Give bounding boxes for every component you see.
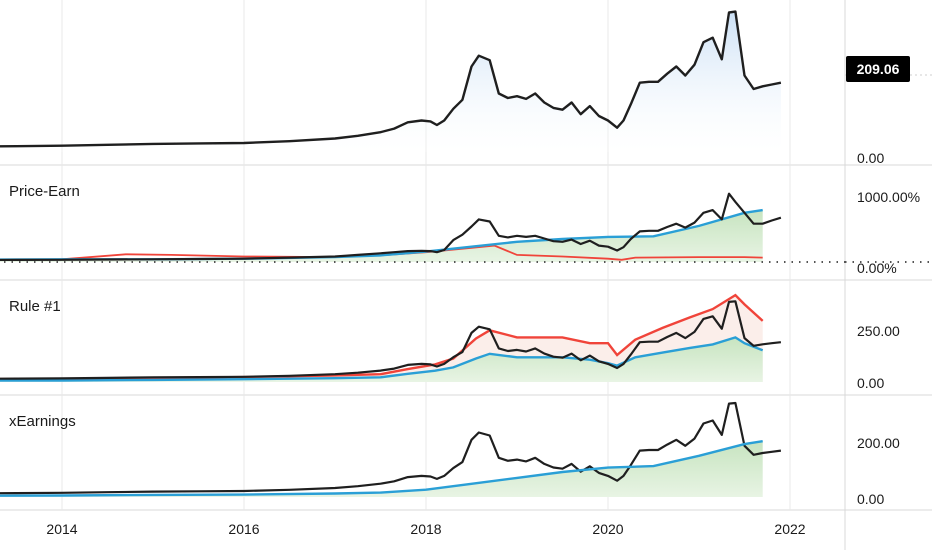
last-price-value: 209.06 <box>857 61 900 77</box>
xe-green-area <box>0 441 763 497</box>
date-axis: 2014 2016 2018 2020 2022 <box>46 521 805 537</box>
pane-title-price-earn: Price-Earn <box>9 183 80 200</box>
xe-price-line <box>0 401 782 495</box>
price-line <box>0 10 782 148</box>
date-tick-2020: 2020 <box>592 521 623 537</box>
price-area <box>0 11 781 152</box>
pe-price-line <box>0 192 782 262</box>
date-tick-2014: 2014 <box>46 521 77 537</box>
pane1-axis-bottom: 0.00% <box>857 260 897 276</box>
pane1-axis-top: 1000.00% <box>857 189 920 205</box>
rule1-green-area <box>0 337 763 382</box>
pe-green-area <box>0 210 763 262</box>
pane-title-rule1: Rule #1 <box>9 298 61 315</box>
date-tick-2022: 2022 <box>774 521 805 537</box>
pe-red-line <box>0 244 763 261</box>
last-price-badge <box>846 56 910 82</box>
date-tick-2018: 2018 <box>410 521 441 537</box>
pane-title-xearnings: xEarnings <box>9 413 76 430</box>
date-tick-2016: 2016 <box>228 521 259 537</box>
rule1-blue-line <box>0 336 764 382</box>
pane2-axis-top: 250.00 <box>857 323 900 339</box>
rule1-price-line <box>0 300 782 380</box>
pane3-axis-bottom: 0.00 <box>857 491 884 507</box>
pane2-axis-bottom: 0.00 <box>857 375 884 391</box>
xe-blue-line <box>0 440 763 497</box>
price-axis-zero: 0.00 <box>857 150 884 166</box>
pane3-axis-top: 200.00 <box>857 435 900 451</box>
series-layer <box>0 10 932 497</box>
